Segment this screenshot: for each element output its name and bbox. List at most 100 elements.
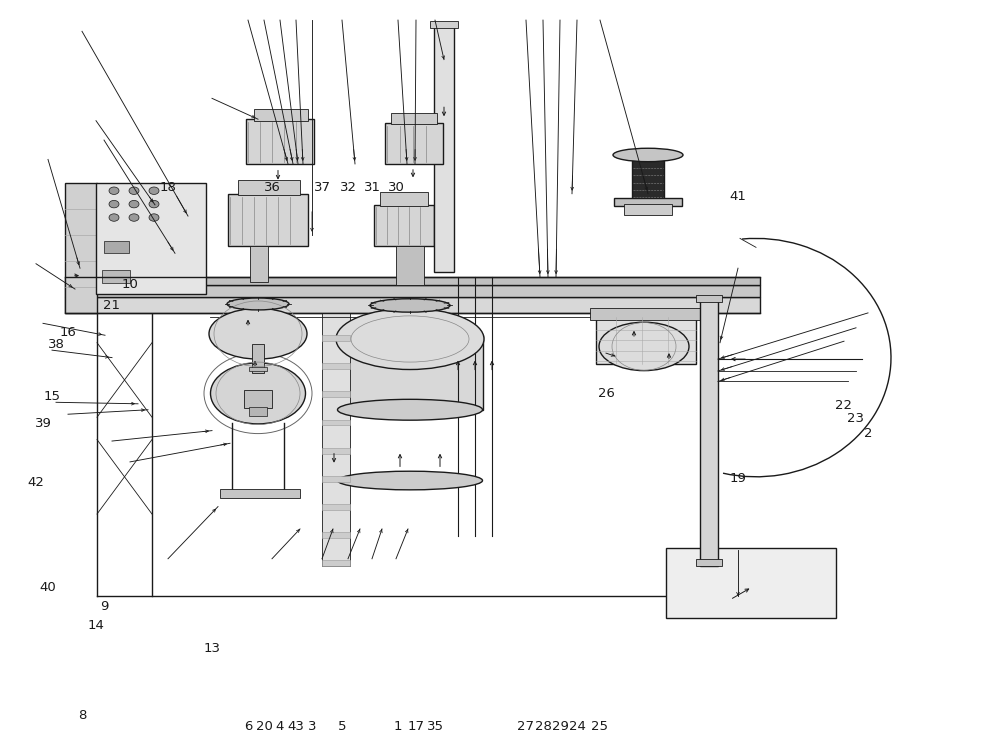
Bar	[322, 364, 350, 370]
Text: 19: 19	[730, 472, 746, 485]
Circle shape	[129, 187, 139, 194]
Text: 23: 23	[848, 412, 864, 425]
Circle shape	[149, 214, 159, 221]
Circle shape	[149, 187, 159, 194]
Text: 14: 14	[88, 619, 104, 633]
Bar	[96, 183, 206, 294]
Text: 1: 1	[394, 720, 402, 733]
Bar	[228, 194, 308, 246]
Text: 40: 40	[40, 580, 56, 594]
Bar	[220, 489, 300, 498]
Bar	[380, 192, 428, 206]
Text: 28: 28	[535, 720, 551, 733]
Text: 25: 25	[592, 720, 608, 733]
Text: 10: 10	[122, 278, 138, 291]
Bar	[391, 113, 437, 124]
Circle shape	[109, 187, 119, 194]
Bar	[322, 532, 350, 538]
Text: 9: 9	[100, 600, 108, 613]
Text: 27: 27	[518, 720, 534, 733]
Bar	[396, 246, 424, 285]
Circle shape	[129, 200, 139, 208]
Text: 8: 8	[78, 708, 86, 722]
Ellipse shape	[338, 472, 482, 490]
Circle shape	[129, 214, 139, 221]
Bar	[322, 335, 350, 341]
Text: 18: 18	[160, 181, 176, 194]
Text: 22: 22	[836, 399, 852, 412]
Bar	[700, 301, 718, 566]
Bar	[322, 391, 350, 397]
Ellipse shape	[613, 148, 683, 162]
Ellipse shape	[209, 308, 307, 359]
Bar	[322, 476, 350, 482]
Bar	[244, 390, 272, 408]
Bar	[614, 198, 682, 206]
Text: 41: 41	[730, 190, 746, 203]
Bar	[252, 344, 264, 372]
Text: 26: 26	[598, 387, 614, 400]
Text: 37: 37	[314, 181, 330, 194]
Text: 32: 32	[340, 181, 356, 194]
Text: 17: 17	[408, 720, 424, 733]
Bar	[696, 295, 722, 302]
Text: 42: 42	[28, 476, 44, 489]
Bar	[385, 123, 443, 164]
Text: 21: 21	[104, 299, 120, 312]
Bar	[65, 285, 760, 297]
Bar	[250, 246, 268, 282]
Text: 15: 15	[44, 390, 60, 403]
Bar	[632, 156, 664, 201]
Text: 29: 29	[552, 720, 568, 733]
Text: 43: 43	[288, 720, 304, 733]
Bar	[696, 559, 722, 566]
Bar	[238, 180, 300, 195]
Bar	[666, 548, 836, 618]
Circle shape	[109, 214, 119, 221]
Bar	[102, 270, 130, 283]
Ellipse shape	[338, 399, 482, 420]
Bar	[65, 277, 760, 285]
Bar	[322, 419, 350, 425]
Circle shape	[109, 200, 119, 208]
Text: 3: 3	[308, 720, 316, 733]
Ellipse shape	[227, 298, 289, 310]
Bar	[246, 119, 314, 164]
Bar	[65, 183, 97, 313]
Text: 20: 20	[256, 720, 272, 733]
Bar	[374, 205, 434, 246]
Text: 31: 31	[364, 181, 380, 194]
Ellipse shape	[336, 308, 484, 370]
Bar	[624, 204, 672, 215]
Bar	[249, 407, 267, 416]
Bar	[249, 367, 267, 371]
Bar	[65, 297, 760, 313]
Bar	[322, 448, 350, 454]
Text: 6: 6	[244, 720, 252, 733]
Text: 2: 2	[864, 427, 872, 440]
Text: 13: 13	[204, 641, 220, 655]
Bar	[322, 313, 350, 566]
Bar	[338, 335, 483, 410]
Text: 24: 24	[569, 720, 585, 733]
Circle shape	[149, 200, 159, 208]
Bar	[104, 241, 129, 253]
Ellipse shape	[210, 363, 306, 424]
Text: 36: 36	[264, 181, 280, 194]
Text: 4: 4	[276, 720, 284, 733]
Bar	[596, 317, 696, 364]
Text: 5: 5	[338, 720, 346, 733]
Bar	[430, 21, 458, 28]
Bar	[322, 560, 350, 566]
Ellipse shape	[370, 299, 450, 312]
Text: 39: 39	[35, 416, 51, 430]
Bar	[322, 504, 350, 510]
Text: 30: 30	[388, 181, 404, 194]
Ellipse shape	[599, 323, 689, 371]
Text: 35: 35	[426, 720, 444, 733]
Text: 38: 38	[48, 337, 64, 351]
Text: 16: 16	[60, 326, 76, 339]
Bar	[254, 109, 308, 121]
Bar	[590, 308, 700, 320]
Bar	[434, 26, 454, 272]
